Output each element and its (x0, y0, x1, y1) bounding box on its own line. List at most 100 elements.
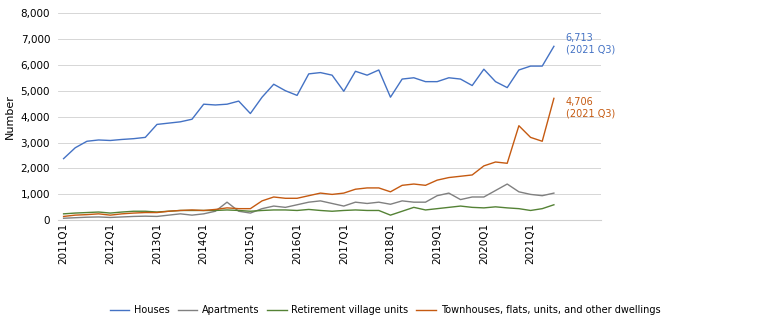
Y-axis label: Number: Number (5, 94, 15, 139)
Townhouses, flats, units, and other dwellings (129, 211, 139, 215)
Retirement village units (269, 208, 278, 212)
Retirement village units (351, 208, 360, 212)
Houses (211, 103, 220, 107)
Apartments (433, 194, 442, 198)
Houses (327, 73, 336, 77)
Townhouses, flats, units, and other dwellings (211, 207, 220, 211)
Retirement village units (374, 209, 383, 213)
Retirement village units (257, 209, 266, 213)
Apartments (117, 215, 126, 219)
Townhouses, flats, units, and other dwellings (433, 178, 442, 182)
Retirement village units (71, 211, 80, 215)
Houses (117, 137, 126, 141)
Retirement village units (433, 207, 442, 211)
Apartments (234, 209, 243, 213)
Retirement village units (234, 209, 243, 213)
Apartments (537, 194, 547, 198)
Houses (503, 86, 512, 89)
Apartments (246, 211, 255, 215)
Apartments (94, 215, 103, 219)
Apartments (491, 189, 500, 192)
Townhouses, flats, units, and other dwellings (304, 194, 313, 198)
Houses (164, 121, 173, 125)
Houses (526, 64, 535, 68)
Houses (304, 72, 313, 76)
Houses (187, 117, 196, 121)
Retirement village units (164, 209, 173, 213)
Houses (281, 89, 290, 93)
Townhouses, flats, units, and other dwellings (246, 207, 255, 211)
Townhouses, flats, units, and other dwellings (59, 214, 69, 218)
Retirement village units (117, 210, 126, 214)
Townhouses, flats, units, and other dwellings (374, 186, 383, 190)
Retirement village units (327, 209, 336, 213)
Townhouses, flats, units, and other dwellings (409, 182, 418, 186)
Townhouses, flats, units, and other dwellings (479, 164, 488, 168)
Apartments (327, 202, 336, 205)
Houses (269, 82, 278, 86)
Townhouses, flats, units, and other dwellings (141, 211, 150, 214)
Line: Houses: Houses (64, 46, 554, 159)
Townhouses, flats, units, and other dwellings (269, 195, 278, 199)
Apartments (467, 195, 477, 199)
Apartments (304, 200, 313, 204)
Apartments (316, 199, 325, 203)
Retirement village units (549, 203, 558, 207)
Apartments (71, 216, 80, 220)
Townhouses, flats, units, and other dwellings (176, 209, 185, 213)
Retirement village units (479, 206, 488, 210)
Houses (549, 44, 558, 48)
Houses (257, 95, 266, 99)
Text: 6,713
(2021 Q3): 6,713 (2021 Q3) (566, 33, 614, 54)
Retirement village units (223, 208, 232, 212)
Retirement village units (467, 205, 477, 209)
Houses (293, 93, 302, 97)
Apartments (397, 199, 407, 203)
Line: Retirement village units: Retirement village units (64, 205, 554, 215)
Houses (223, 102, 232, 106)
Apartments (386, 202, 395, 206)
Retirement village units (105, 211, 115, 215)
Houses (374, 68, 383, 72)
Retirement village units (82, 211, 92, 214)
Townhouses, flats, units, and other dwellings (456, 174, 465, 178)
Townhouses, flats, units, and other dwellings (71, 213, 80, 217)
Retirement village units (503, 206, 512, 210)
Townhouses, flats, units, and other dwellings (421, 183, 430, 187)
Apartments (421, 200, 430, 204)
Townhouses, flats, units, and other dwellings (327, 192, 336, 196)
Retirement village units (199, 209, 209, 213)
Apartments (199, 212, 209, 216)
Retirement village units (514, 207, 524, 211)
Retirement village units (316, 209, 325, 213)
Houses (59, 157, 69, 161)
Houses (444, 76, 454, 80)
Retirement village units (246, 209, 255, 213)
Houses (514, 68, 524, 72)
Apartments (152, 214, 162, 218)
Houses (386, 95, 395, 99)
Apartments (526, 192, 535, 196)
Apartments (281, 205, 290, 209)
Apartments (211, 209, 220, 213)
Houses (433, 80, 442, 84)
Apartments (164, 213, 173, 217)
Apartments (549, 191, 558, 195)
Apartments (257, 207, 266, 211)
Apartments (269, 204, 278, 208)
Apartments (293, 203, 302, 207)
Houses (363, 73, 372, 77)
Houses (339, 89, 348, 93)
Townhouses, flats, units, and other dwellings (467, 173, 477, 177)
Houses (479, 67, 488, 71)
Townhouses, flats, units, and other dwellings (281, 196, 290, 200)
Townhouses, flats, units, and other dwellings (164, 209, 173, 213)
Townhouses, flats, units, and other dwellings (257, 199, 266, 203)
Retirement village units (129, 209, 139, 213)
Apartments (129, 214, 139, 218)
Townhouses, flats, units, and other dwellings (491, 160, 500, 164)
Apartments (82, 215, 92, 219)
Townhouses, flats, units, and other dwellings (82, 213, 92, 216)
Retirement village units (94, 210, 103, 214)
Apartments (187, 213, 196, 217)
